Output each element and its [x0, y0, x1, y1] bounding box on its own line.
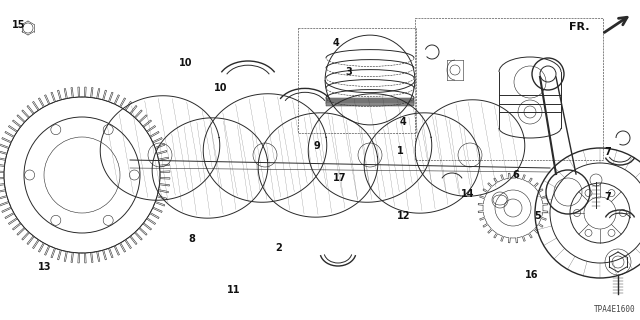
Text: 14: 14 [461, 189, 474, 199]
Text: 15: 15 [12, 20, 25, 30]
Bar [415, 18, 603, 160]
Bar [326, 100, 414, 104]
Text: 11: 11 [227, 285, 241, 295]
Bar [326, 102, 414, 106]
Text: 13: 13 [38, 262, 52, 272]
Text: 4: 4 [400, 117, 407, 127]
Text: 5: 5 [534, 211, 541, 221]
Text: TPA4E1600: TPA4E1600 [595, 305, 636, 314]
Text: 6: 6 [512, 170, 519, 180]
Text: 12: 12 [397, 211, 410, 221]
Text: 10: 10 [214, 83, 228, 93]
Bar [298, 28, 416, 133]
Text: 10: 10 [179, 58, 193, 68]
Text: 7: 7 [605, 192, 612, 202]
Bar [326, 98, 414, 102]
Text: 17: 17 [333, 173, 346, 183]
Text: 16: 16 [525, 270, 538, 280]
Text: 2: 2 [275, 243, 282, 253]
Text: 8: 8 [189, 234, 196, 244]
Text: FR.: FR. [570, 22, 590, 32]
Text: 9: 9 [314, 141, 321, 151]
Text: 1: 1 [397, 146, 404, 156]
Text: 3: 3 [346, 67, 353, 77]
Text: 7: 7 [605, 147, 612, 157]
Text: 4: 4 [333, 38, 340, 48]
